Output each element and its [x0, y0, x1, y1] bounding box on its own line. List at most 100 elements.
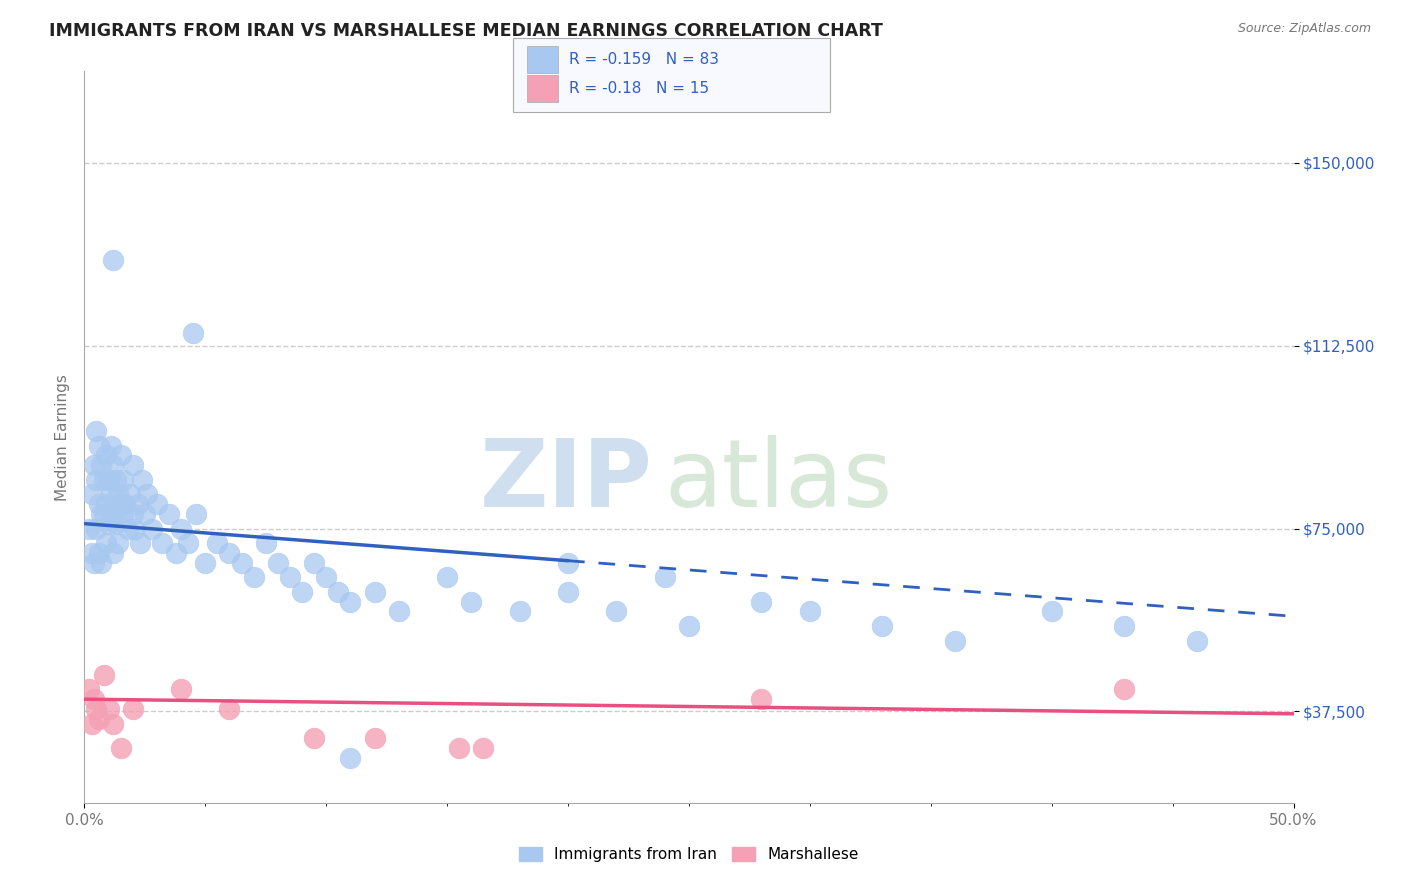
Point	[1114, 682, 1136, 697]
Point	[157, 507, 180, 521]
Point	[177, 536, 200, 550]
Point	[751, 594, 773, 608]
Point	[86, 702, 108, 716]
Point	[94, 536, 117, 550]
Point	[80, 487, 103, 501]
Point	[117, 521, 139, 535]
Point	[339, 750, 361, 764]
Point	[80, 716, 103, 731]
Point	[302, 556, 325, 570]
Point	[93, 507, 115, 521]
Point	[315, 570, 337, 584]
Point	[363, 585, 385, 599]
Point	[605, 604, 627, 618]
Point	[103, 716, 125, 731]
Point	[194, 556, 217, 570]
Point	[77, 521, 100, 535]
Point	[872, 619, 894, 633]
Point	[86, 424, 108, 438]
Point	[328, 585, 350, 599]
Point	[170, 521, 193, 535]
Point	[165, 546, 187, 560]
Point	[104, 516, 127, 531]
Point	[267, 556, 290, 570]
Point	[107, 487, 129, 501]
Point	[557, 585, 579, 599]
Point	[436, 570, 458, 584]
Point	[103, 253, 125, 268]
Point	[124, 521, 146, 535]
Point	[121, 458, 143, 472]
Point	[184, 507, 207, 521]
Point	[121, 702, 143, 716]
Point	[97, 516, 120, 531]
Point	[103, 546, 125, 560]
Point	[80, 546, 103, 560]
Text: R = -0.18   N = 15: R = -0.18 N = 15	[569, 81, 710, 95]
Point	[150, 536, 173, 550]
Point	[93, 667, 115, 681]
Point	[231, 556, 253, 570]
Point	[97, 702, 120, 716]
Text: R = -0.159   N = 83: R = -0.159 N = 83	[569, 53, 720, 67]
Point	[77, 682, 100, 697]
Point	[110, 448, 132, 462]
Point	[943, 633, 966, 648]
Point	[799, 604, 821, 618]
Point	[103, 458, 125, 472]
Point	[254, 536, 277, 550]
Point	[83, 556, 105, 570]
Point	[472, 740, 495, 755]
Point	[100, 487, 122, 501]
Point	[94, 497, 117, 511]
Point	[242, 570, 264, 584]
Point	[509, 604, 531, 618]
Point	[460, 594, 482, 608]
Text: ZIP: ZIP	[479, 435, 652, 527]
Text: IMMIGRANTS FROM IRAN VS MARSHALLESE MEDIAN EARNINGS CORRELATION CHART: IMMIGRANTS FROM IRAN VS MARSHALLESE MEDI…	[49, 22, 883, 40]
Point	[1114, 619, 1136, 633]
Text: Source: ZipAtlas.com: Source: ZipAtlas.com	[1237, 22, 1371, 36]
Text: atlas: atlas	[665, 435, 893, 527]
Point	[131, 473, 153, 487]
Y-axis label: Median Earnings: Median Earnings	[55, 374, 70, 500]
Point	[654, 570, 676, 584]
Legend: Immigrants from Iran, Marshallese: Immigrants from Iran, Marshallese	[513, 841, 865, 868]
Point	[110, 740, 132, 755]
Point	[83, 692, 105, 706]
Point	[751, 692, 773, 706]
Point	[218, 702, 240, 716]
Point	[141, 521, 163, 535]
Point	[112, 473, 135, 487]
Point	[134, 507, 156, 521]
Point	[114, 497, 136, 511]
Point	[120, 487, 142, 501]
Point	[181, 326, 204, 341]
Point	[87, 497, 110, 511]
Point	[449, 740, 471, 755]
Point	[218, 546, 240, 560]
Point	[86, 521, 108, 535]
Point	[1185, 633, 1208, 648]
Point	[97, 473, 120, 487]
Point	[86, 473, 108, 487]
Point	[83, 458, 105, 472]
Point	[87, 546, 110, 560]
Point	[170, 682, 193, 697]
Point	[103, 507, 125, 521]
Point	[388, 604, 411, 618]
Point	[90, 556, 112, 570]
Point	[146, 497, 169, 511]
Point	[87, 712, 110, 726]
Point	[1040, 604, 1063, 618]
Point	[90, 458, 112, 472]
Point	[100, 439, 122, 453]
Point	[107, 536, 129, 550]
Point	[557, 556, 579, 570]
Point	[93, 473, 115, 487]
Point	[136, 487, 159, 501]
Point	[110, 497, 132, 511]
Point	[278, 570, 301, 584]
Point	[104, 473, 127, 487]
Point	[339, 594, 361, 608]
